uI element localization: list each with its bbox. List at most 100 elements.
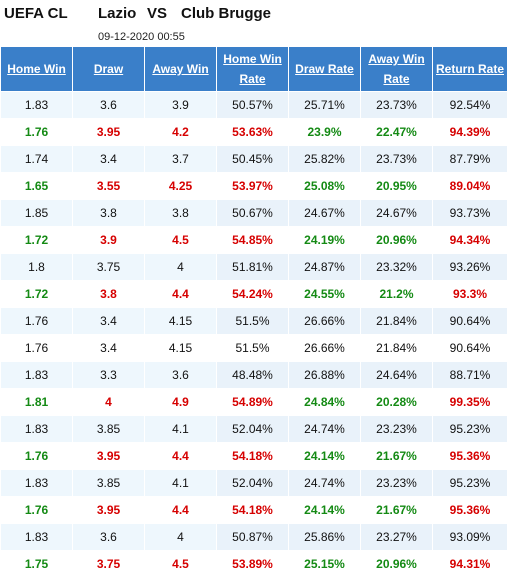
column-header-label: Rate xyxy=(239,72,265,86)
cell-draw: 3.4 xyxy=(73,146,145,173)
column-header-label: Rate xyxy=(383,72,409,86)
cell-home-win-rate: 51.5% xyxy=(217,335,289,362)
cell-away-win-rate: 21.84% xyxy=(361,308,433,335)
cell-home-win: 1.83 xyxy=(1,416,73,443)
cell-away-win-rate: 22.47% xyxy=(361,119,433,146)
cell-return-rate: 93.26% xyxy=(433,254,507,281)
cell-home-win-rate: 50.57% xyxy=(217,92,289,119)
cell-return-rate: 95.23% xyxy=(433,470,507,497)
cell-draw-rate: 26.66% xyxy=(289,308,361,335)
cell-return-rate: 99.35% xyxy=(433,389,507,416)
cell-home-win-rate: 54.89% xyxy=(217,389,289,416)
cell-away-win: 4.1 xyxy=(145,470,217,497)
cell-home-win-rate: 50.87% xyxy=(217,524,289,551)
match-header: UEFA CL Lazio VS Club Brugge 09-12-2020 … xyxy=(0,0,507,45)
cell-draw-rate: 23.9% xyxy=(289,119,361,146)
cell-away-win-rate: 23.73% xyxy=(361,146,433,173)
cell-away-win-rate: 24.64% xyxy=(361,362,433,389)
cell-home-win: 1.85 xyxy=(1,200,73,227)
column-header-return-rate[interactable]: Return Rate xyxy=(433,47,507,92)
cell-home-win: 1.75 xyxy=(1,551,73,578)
column-header-away-win[interactable]: Away Win xyxy=(145,47,217,92)
cell-home-win: 1.81 xyxy=(1,389,73,416)
cell-draw: 3.8 xyxy=(73,200,145,227)
cell-home-win: 1.83 xyxy=(1,92,73,119)
cell-home-win: 1.76 xyxy=(1,497,73,524)
cell-draw-rate: 25.86% xyxy=(289,524,361,551)
cell-return-rate: 94.34% xyxy=(433,227,507,254)
cell-home-win: 1.74 xyxy=(1,146,73,173)
cell-away-win: 4.5 xyxy=(145,551,217,578)
cell-away-win: 4.9 xyxy=(145,389,217,416)
cell-draw-rate: 26.88% xyxy=(289,362,361,389)
cell-draw-rate: 24.87% xyxy=(289,254,361,281)
cell-draw: 4 xyxy=(73,389,145,416)
cell-return-rate: 93.09% xyxy=(433,524,507,551)
cell-away-win-rate: 20.96% xyxy=(361,227,433,254)
cell-away-win: 4.15 xyxy=(145,335,217,362)
cell-draw-rate: 25.82% xyxy=(289,146,361,173)
cell-away-win: 3.8 xyxy=(145,200,217,227)
cell-draw-rate: 24.84% xyxy=(289,389,361,416)
cell-home-win: 1.83 xyxy=(1,362,73,389)
cell-draw-rate: 25.15% xyxy=(289,551,361,578)
home-team-name: Lazio xyxy=(98,5,136,22)
column-header-label: Home Win xyxy=(7,62,66,76)
cell-home-win: 1.83 xyxy=(1,470,73,497)
cell-away-win-rate: 21.67% xyxy=(361,443,433,470)
cell-home-win-rate: 50.45% xyxy=(217,146,289,173)
table-header-row: Home Win Draw Away Win Home Win Rate Draw Rat… xyxy=(1,47,507,92)
cell-draw-rate: 24.14% xyxy=(289,443,361,470)
cell-draw: 3.4 xyxy=(73,335,145,362)
cell-home-win-rate: 52.04% xyxy=(217,470,289,497)
column-header-label: Home Win xyxy=(223,52,282,66)
cell-home-win-rate: 51.81% xyxy=(217,254,289,281)
cell-home-win: 1.76 xyxy=(1,443,73,470)
cell-draw-rate: 24.67% xyxy=(289,200,361,227)
cell-draw-rate: 24.14% xyxy=(289,497,361,524)
cell-home-win-rate: 53.63% xyxy=(217,119,289,146)
column-header-home-win-rate[interactable]: Home Win Rate xyxy=(217,47,289,92)
column-header-draw-rate[interactable]: Draw Rate xyxy=(289,47,361,92)
cell-home-win-rate: 54.24% xyxy=(217,281,289,308)
cell-return-rate: 89.04% xyxy=(433,173,507,200)
league-name: UEFA CL xyxy=(4,5,68,22)
column-header-label: Away Win xyxy=(152,62,208,76)
cell-draw: 3.85 xyxy=(73,416,145,443)
column-header-label: Draw xyxy=(94,62,123,76)
cell-draw: 3.55 xyxy=(73,173,145,200)
cell-away-win-rate: 21.2% xyxy=(361,281,433,308)
cell-draw: 3.75 xyxy=(73,551,145,578)
column-header-draw[interactable]: Draw xyxy=(73,47,145,92)
cell-draw-rate: 25.71% xyxy=(289,92,361,119)
away-team-name: Club Brugge xyxy=(181,5,271,22)
cell-home-win: 1.76 xyxy=(1,119,73,146)
vs-label: VS xyxy=(147,5,167,22)
cell-draw: 3.6 xyxy=(73,524,145,551)
cell-home-win-rate: 48.48% xyxy=(217,362,289,389)
cell-draw: 3.95 xyxy=(73,443,145,470)
cell-return-rate: 95.23% xyxy=(433,416,507,443)
column-header-home-win[interactable]: Home Win xyxy=(1,47,73,92)
cell-return-rate: 95.36% xyxy=(433,443,507,470)
cell-away-win-rate: 20.95% xyxy=(361,173,433,200)
cell-away-win: 4.5 xyxy=(145,227,217,254)
cell-away-win-rate: 23.23% xyxy=(361,416,433,443)
cell-home-win-rate: 53.89% xyxy=(217,551,289,578)
cell-home-win: 1.8 xyxy=(1,254,73,281)
cell-home-win: 1.76 xyxy=(1,308,73,335)
cell-home-win: 1.76 xyxy=(1,335,73,362)
cell-away-win: 3.7 xyxy=(145,146,217,173)
cell-away-win: 4.2 xyxy=(145,119,217,146)
match-datetime: 09-12-2020 00:55 xyxy=(98,31,185,43)
